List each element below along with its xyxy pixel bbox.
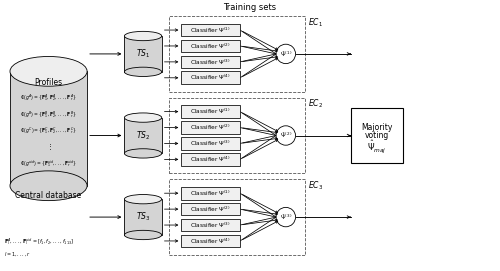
- FancyBboxPatch shape: [182, 187, 240, 199]
- Circle shape: [276, 44, 295, 64]
- Text: $\Phi(g^B) = \{\mathbf{F}_1^B, \mathbf{F}_2^B, ..., \mathbf{F}_r^B\}$: $\Phi(g^B) = \{\mathbf{F}_1^B, \mathbf{F…: [20, 109, 77, 120]
- Text: $\vdots$: $\vdots$: [46, 142, 52, 152]
- FancyBboxPatch shape: [182, 121, 240, 134]
- Text: Classifier $\Psi^{(1)}$: Classifier $\Psi^{(1)}$: [190, 189, 231, 198]
- Ellipse shape: [124, 67, 162, 76]
- Text: $TS_3$: $TS_3$: [136, 211, 150, 223]
- FancyBboxPatch shape: [182, 40, 240, 52]
- Polygon shape: [10, 71, 87, 186]
- FancyBboxPatch shape: [182, 219, 240, 231]
- Text: Classifier $\Psi^{(1)}$: Classifier $\Psi^{(1)}$: [190, 25, 231, 35]
- FancyBboxPatch shape: [182, 235, 240, 247]
- Text: Classifier $\Psi^{(3)}$: Classifier $\Psi^{(3)}$: [190, 139, 231, 148]
- Text: Training sets: Training sets: [224, 3, 276, 12]
- Text: Profiles: Profiles: [34, 78, 62, 87]
- Text: $\mathbf{F}_l^A,...,\mathbf{F}_l^{uid}=[f_1,f_2,...,f_{113}]$: $\mathbf{F}_l^A,...,\mathbf{F}_l^{uid}=[…: [4, 236, 74, 247]
- Ellipse shape: [124, 31, 162, 41]
- FancyBboxPatch shape: [182, 56, 240, 68]
- FancyBboxPatch shape: [350, 108, 403, 163]
- Text: $EC_1$: $EC_1$: [308, 16, 323, 29]
- FancyBboxPatch shape: [182, 137, 240, 150]
- Text: Classifier $\Psi^{(4)}$: Classifier $\Psi^{(4)}$: [190, 155, 231, 164]
- Text: $\Phi(g^A) = \{\mathbf{F}_1^A, \mathbf{F}_2^A, ..., \mathbf{F}_r^A\}$: $\Phi(g^A) = \{\mathbf{F}_1^A, \mathbf{F…: [20, 92, 77, 103]
- Text: Classifier $\Psi^{(1)}$: Classifier $\Psi^{(1)}$: [190, 107, 231, 116]
- Text: Classifier $\Psi^{(4)}$: Classifier $\Psi^{(4)}$: [190, 236, 231, 246]
- Text: voting: voting: [364, 131, 389, 140]
- Ellipse shape: [124, 113, 162, 122]
- FancyBboxPatch shape: [182, 153, 240, 166]
- Text: Classifier $\Psi^{(3)}$: Classifier $\Psi^{(3)}$: [190, 220, 231, 230]
- FancyBboxPatch shape: [182, 72, 240, 84]
- FancyBboxPatch shape: [182, 24, 240, 36]
- Text: $TS_1$: $TS_1$: [136, 48, 150, 60]
- Text: Central database: Central database: [16, 191, 82, 200]
- Text: Classifier $\Psi^{(3)}$: Classifier $\Psi^{(3)}$: [190, 57, 231, 66]
- Polygon shape: [124, 36, 162, 72]
- Text: Majority: Majority: [361, 122, 392, 131]
- Text: Classifier $\Psi^{(2)}$: Classifier $\Psi^{(2)}$: [190, 205, 231, 214]
- Text: $\hat{\Psi}^{(2)}$: $\hat{\Psi}^{(2)}$: [280, 131, 292, 140]
- Text: Classifier $\Psi^{(2)}$: Classifier $\Psi^{(2)}$: [190, 41, 231, 51]
- Ellipse shape: [124, 195, 162, 204]
- Text: $EC_2$: $EC_2$: [308, 98, 323, 110]
- Text: $\hat{\Psi}_{maj}$: $\hat{\Psi}_{maj}$: [367, 138, 386, 155]
- Ellipse shape: [124, 230, 162, 240]
- Polygon shape: [124, 118, 162, 153]
- Text: Classifier $\Psi^{(2)}$: Classifier $\Psi^{(2)}$: [190, 123, 231, 132]
- Text: $\Phi(g^C) = \{\mathbf{F}_1^C, \mathbf{F}_2^C, ..., \mathbf{F}_r^C\}$: $\Phi(g^C) = \{\mathbf{F}_1^C, \mathbf{F…: [20, 125, 77, 136]
- Ellipse shape: [10, 56, 87, 86]
- Text: $\hat{\Psi}^{(1)}$: $\hat{\Psi}^{(1)}$: [280, 49, 292, 59]
- Text: $EC_3$: $EC_3$: [308, 179, 324, 192]
- FancyBboxPatch shape: [182, 203, 240, 215]
- Circle shape: [276, 126, 295, 145]
- Ellipse shape: [10, 171, 87, 201]
- Text: Classifier $\Psi^{(4)}$: Classifier $\Psi^{(4)}$: [190, 73, 231, 82]
- Text: $l=1,...,r$: $l=1,...,r$: [4, 251, 32, 258]
- Text: $\Phi(g^{uid}) = \{\mathbf{F}_1^{uid}, ..., \mathbf{F}_r^{uid}\}$: $\Phi(g^{uid}) = \{\mathbf{F}_1^{uid}, .…: [20, 158, 77, 169]
- Polygon shape: [124, 199, 162, 235]
- Text: $\hat{\Psi}^{(3)}$: $\hat{\Psi}^{(3)}$: [280, 212, 292, 222]
- Ellipse shape: [124, 149, 162, 158]
- FancyBboxPatch shape: [182, 105, 240, 118]
- Text: $TS_2$: $TS_2$: [136, 129, 150, 142]
- Circle shape: [276, 207, 295, 227]
